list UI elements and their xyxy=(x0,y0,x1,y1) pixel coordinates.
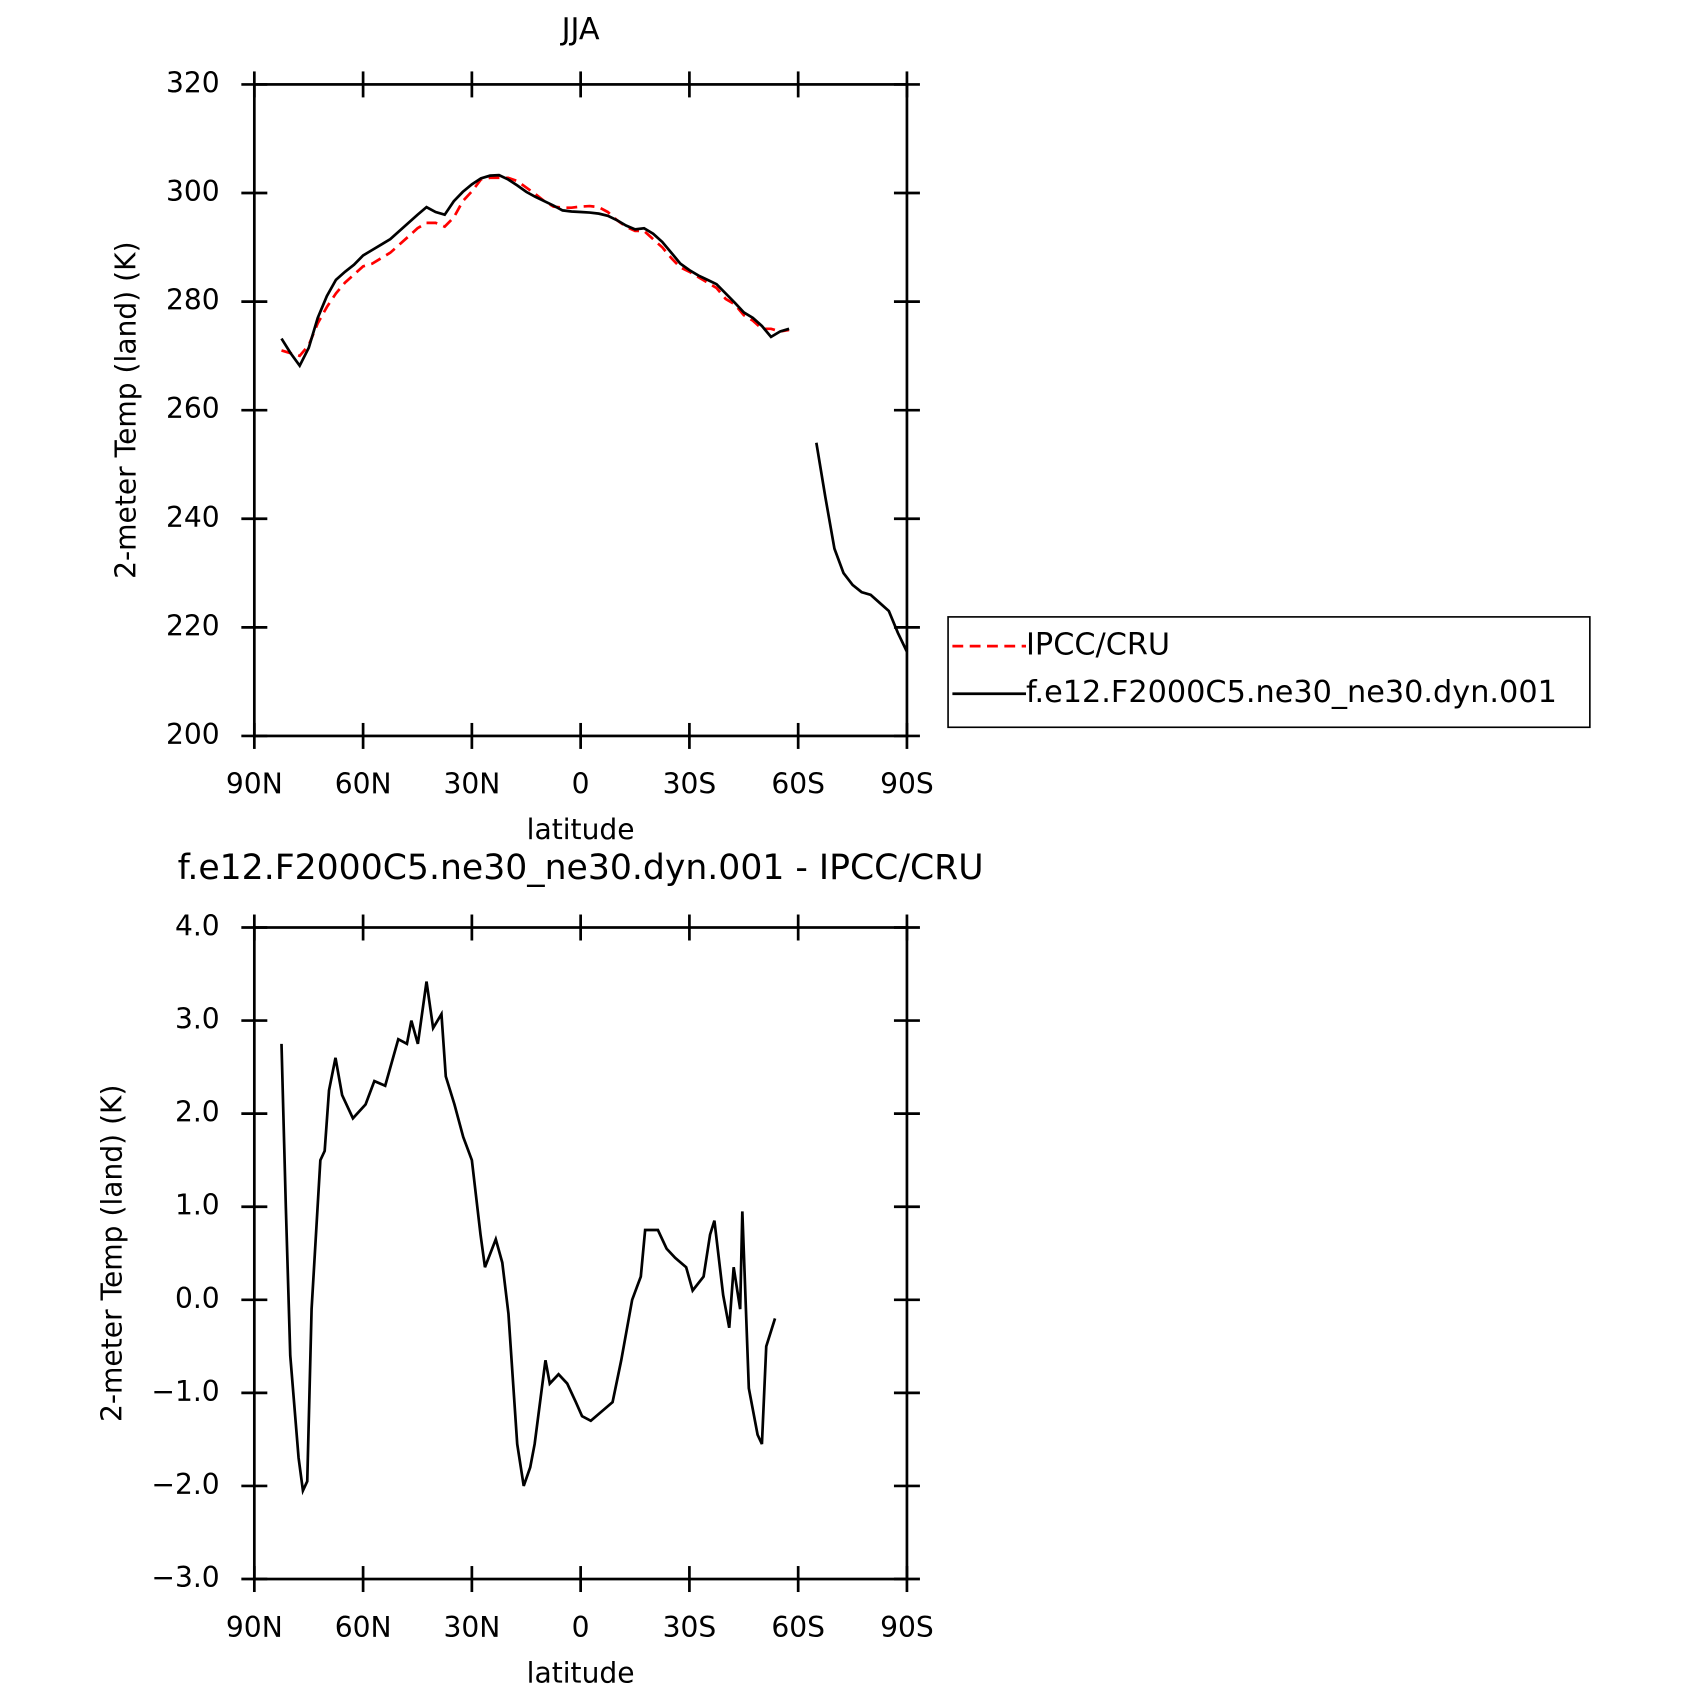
y-tick-label: −2.0 xyxy=(151,1468,219,1501)
x-tick-label: 30S xyxy=(663,1611,717,1644)
x-tick-label: 60S xyxy=(771,768,825,801)
x-tick-label: 90N xyxy=(226,768,283,801)
data-line xyxy=(280,173,909,653)
x-tick-label: 90N xyxy=(226,1611,283,1644)
legend-box xyxy=(947,616,1591,729)
y-tick-label: −3.0 xyxy=(151,1561,219,1594)
chart-title: JJA xyxy=(560,12,600,47)
x-tick-label: 60N xyxy=(335,768,392,801)
chart-title: f.e12.F2000C5.ne30_ne30.dyn.001 - IPCC/C… xyxy=(178,848,984,888)
plot-frame xyxy=(252,926,909,1581)
y-tick-label: −1.0 xyxy=(151,1375,219,1408)
y-tick-label: 200 xyxy=(166,718,220,751)
legend-label: f.e12.F2000C5.ne30_ne30.dyn.001 xyxy=(1026,675,1557,710)
y-tick-label: 4.0 xyxy=(175,910,220,943)
y-tick-label: 0.0 xyxy=(175,1282,220,1315)
plot-frame xyxy=(252,83,909,738)
x-tick-label: 30N xyxy=(443,1611,500,1644)
x-tick-label: 0 xyxy=(572,768,590,801)
x-axis-label: latitude xyxy=(527,813,635,846)
y-tick-label: 1.0 xyxy=(175,1189,220,1222)
x-tick-label: 60N xyxy=(335,1611,392,1644)
x-tick-label: 30S xyxy=(663,768,717,801)
legend-label: IPCC/CRU xyxy=(1026,628,1170,663)
y-tick-label: 300 xyxy=(166,175,220,208)
x-tick-label: 60S xyxy=(771,1611,825,1644)
y-tick-label: 2.0 xyxy=(175,1096,220,1129)
x-tick-label: 90S xyxy=(880,1611,934,1644)
y-tick-label: 280 xyxy=(166,284,220,317)
y-tick-label: 3.0 xyxy=(175,1003,220,1036)
data-line xyxy=(281,176,790,358)
data-line xyxy=(280,981,777,1496)
x-tick-label: 30N xyxy=(443,768,500,801)
y-tick-label: 320 xyxy=(166,66,220,99)
y-tick-label: 220 xyxy=(166,609,220,642)
x-tick-label: 90S xyxy=(880,768,934,801)
x-axis-label: latitude xyxy=(527,1656,635,1689)
x-tick-label: 0 xyxy=(572,1611,590,1644)
y-axis-label: 2-meter Temp (land) (K) xyxy=(110,241,143,578)
y-axis-label: 2-meter Temp (land) (K) xyxy=(96,1085,129,1422)
y-tick-label: 240 xyxy=(166,501,220,534)
y-tick-label: 260 xyxy=(166,392,220,425)
